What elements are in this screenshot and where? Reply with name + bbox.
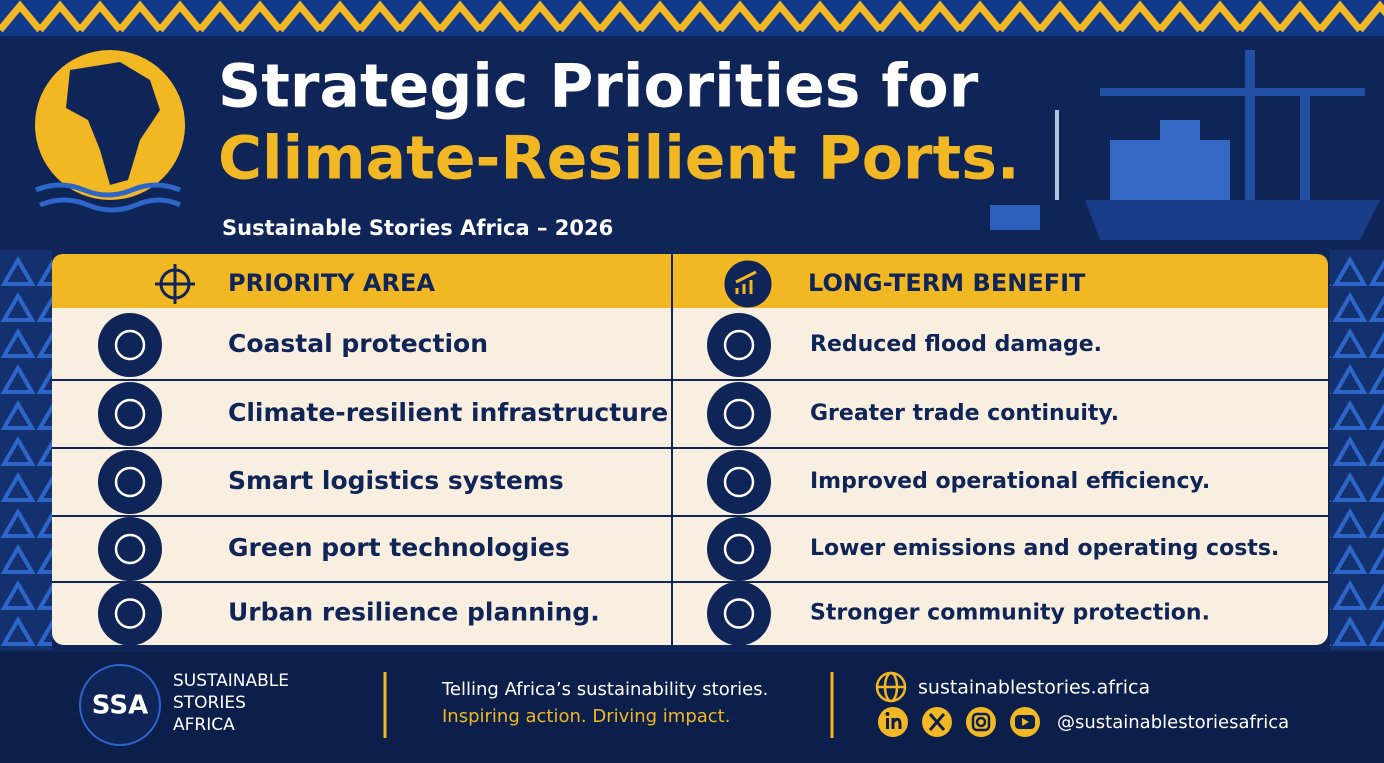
footer-logo <box>79 664 161 746</box>
brand-line: SUSTAINABLE <box>173 671 289 691</box>
port-illustration <box>990 50 1380 240</box>
website[interactable]: sustainablestories.africa <box>918 677 1150 699</box>
africa-logo <box>35 50 185 213</box>
row-icon <box>707 313 771 377</box>
row-icon <box>98 450 162 514</box>
row-icon <box>707 450 771 514</box>
social-handle[interactable]: @sustainablestoriesafrica <box>1057 712 1289 733</box>
priority-area: Climate-resilient infrastructure <box>228 398 668 427</box>
row-icon-inner <box>114 398 146 430</box>
header-benefit: LONG-TERM BENEFIT <box>808 269 1086 297</box>
left-pattern <box>0 250 52 650</box>
row-icon <box>98 382 162 446</box>
table-rows: Coastal protection Reduced flood damage. C… <box>52 313 1328 646</box>
benefit: Greater trade continuity. <box>810 401 1119 426</box>
priority-area: Green port technologies <box>228 533 570 562</box>
benefit: Stronger community protection. <box>810 601 1210 626</box>
table-header <box>52 254 1328 308</box>
globe-icon <box>875 671 907 703</box>
row-icon-inner <box>723 398 755 430</box>
header-priority: PRIORITY AREA <box>228 269 435 297</box>
row-icon-inner <box>114 533 146 565</box>
row-icon <box>98 313 162 377</box>
row-icon <box>98 517 162 581</box>
title-line-2: Climate-Resilient Ports. <box>218 124 1020 194</box>
row-icon-inner <box>723 329 755 361</box>
table <box>52 254 1328 645</box>
row-icon-inner <box>723 598 755 629</box>
tagline-accent: Inspiring action. Driving impact. <box>442 706 730 727</box>
row-icon <box>707 581 771 646</box>
row-icon-inner <box>114 329 146 361</box>
top-pattern <box>0 0 1384 36</box>
benefit: Improved operational efficiency. <box>810 469 1210 494</box>
footer-logo-text: SSA <box>92 691 148 721</box>
benefit: Lower emissions and operating costs. <box>810 536 1279 561</box>
tagline: Telling Africa’s sustainability stories. <box>441 679 768 700</box>
row-icon <box>707 382 771 446</box>
row-icon-inner <box>114 598 146 629</box>
header-icons <box>155 260 772 308</box>
row-icon-inner <box>723 533 755 565</box>
priority-area: Urban resilience planning. <box>228 598 600 627</box>
priority-area: Coastal protection <box>228 329 488 358</box>
brand-line: STORIES <box>173 693 246 713</box>
benefit: Reduced flood damage. <box>810 332 1102 357</box>
social-icons[interactable] <box>878 707 1040 737</box>
subtitle: Sustainable Stories Africa – 2026 <box>222 216 613 240</box>
priority-area: Smart logistics systems <box>228 466 564 495</box>
brand-line: AFRICA <box>173 715 235 735</box>
footer <box>0 652 1384 763</box>
title-line-1: Strategic Priorities for <box>218 52 979 122</box>
row-icon-inner <box>723 466 755 498</box>
right-pattern <box>1330 250 1384 650</box>
row-icon-inner <box>114 466 146 498</box>
row-icon <box>98 581 162 646</box>
row-icon <box>707 517 771 581</box>
